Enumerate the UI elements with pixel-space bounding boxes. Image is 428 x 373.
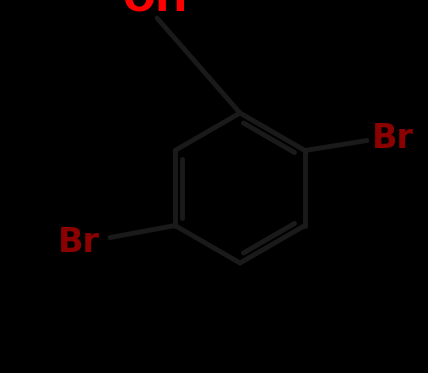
Text: Br: Br <box>58 226 100 259</box>
Text: OH: OH <box>122 0 187 19</box>
Text: Br: Br <box>372 122 414 155</box>
